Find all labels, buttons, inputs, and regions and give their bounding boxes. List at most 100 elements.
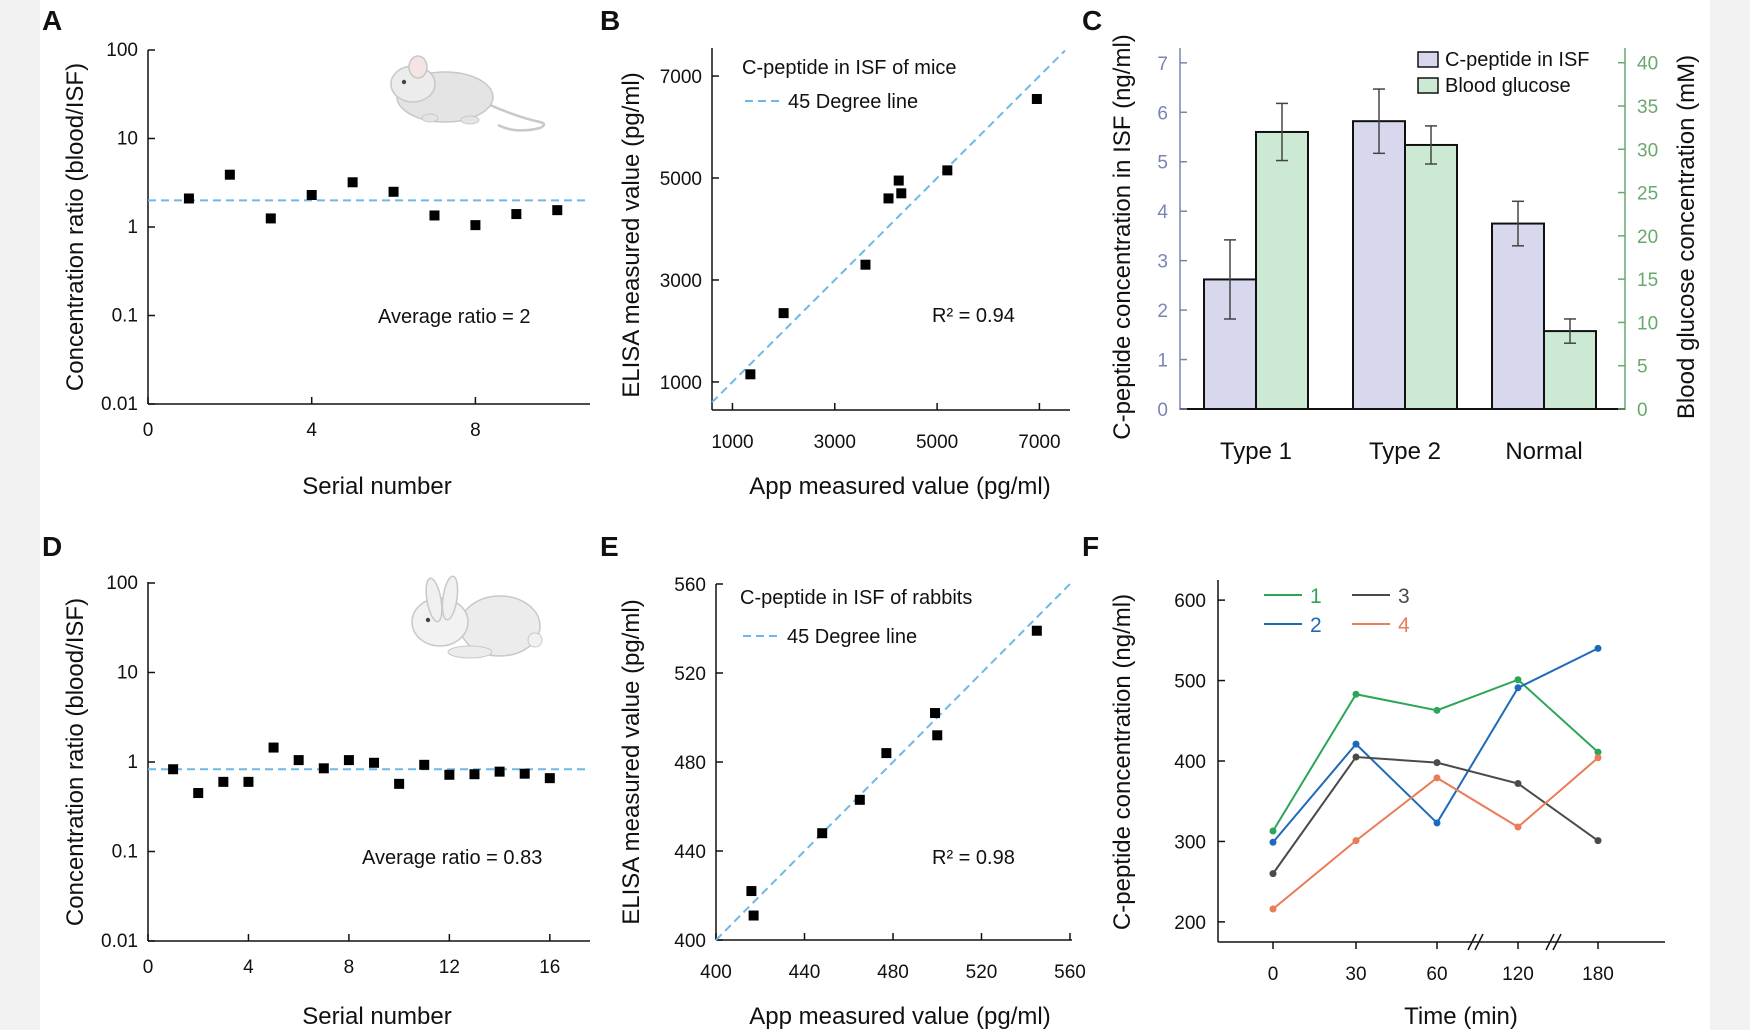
category-label: Normal (1505, 438, 1582, 465)
data-point (544, 773, 555, 784)
data-point (388, 186, 399, 197)
series-point (1594, 754, 1602, 762)
x-tick-label: 400 (700, 962, 732, 983)
x-tick-label: 0 (143, 957, 154, 978)
y-axis-label: ELISA measured value (pg/ml) (618, 72, 645, 398)
x-tick-label: 4 (243, 957, 254, 978)
y-tick-label-left: 4 (1157, 202, 1168, 223)
panel-label-e: E (600, 531, 619, 562)
series-point (1514, 684, 1522, 692)
y-tick-label: 100 (106, 573, 138, 594)
y-tick-label-left: 1 (1157, 351, 1168, 372)
data-point (469, 769, 480, 780)
data-point (745, 369, 756, 380)
panel-label-b: B (600, 5, 620, 36)
data-point (193, 788, 204, 799)
data-point (883, 193, 894, 204)
data-point (746, 886, 757, 897)
x-tick-label: 480 (877, 962, 909, 983)
y-tick-label: 100 (106, 40, 138, 61)
y-tick-label: 300 (1174, 832, 1206, 853)
panel-e: E 400 440 480 520 560 400 440 480 520 560 C-pept… (600, 531, 1086, 1030)
average-ratio-annotation: Average ratio = 0.83 (362, 847, 542, 869)
y-tick-label: 520 (674, 664, 706, 685)
panel-b: B 1000 3000 5000 7000 1000 3000 5000 7000 C-pe… (600, 5, 1070, 500)
y-tick-label: 1 (127, 217, 138, 238)
y-tick-label-left: 3 (1157, 252, 1168, 273)
y-tick-label: 440 (674, 842, 706, 863)
y-tick-label-right: 15 (1637, 270, 1658, 291)
y-axis-label-left: C-peptide concentration in ISF (ng/ml) (1109, 34, 1136, 440)
r-squared-annotation: R² = 0.98 (932, 847, 1015, 869)
data-point (369, 757, 380, 768)
y-tick-label: 480 (674, 753, 706, 774)
data-point (893, 175, 904, 186)
x-tick-label: 0 (1268, 964, 1279, 985)
y-axis-label-right: Blood glucose concentration (mM) (1673, 55, 1700, 419)
y-tick-label-right: 40 (1637, 54, 1658, 75)
data-point (778, 308, 789, 319)
series-point (1514, 780, 1522, 788)
x-tick-label: 120 (1502, 964, 1534, 985)
data-point (347, 177, 358, 188)
data-point (318, 763, 329, 774)
series-point (1594, 644, 1602, 652)
axis-break-marks (1467, 933, 1562, 951)
x-tick-label: 5000 (916, 432, 958, 453)
y-axis-label: C-peptide concentration (ng/ml) (1109, 594, 1136, 930)
data-point (942, 165, 953, 176)
data-point (854, 794, 865, 805)
chart-title: C-peptide in ISF of rabbits (740, 587, 972, 609)
series-point (1352, 740, 1360, 748)
y-tick-label: 3000 (660, 271, 702, 292)
y-tick-label-right: 0 (1637, 400, 1648, 421)
series-point (1352, 690, 1360, 698)
data-point (265, 213, 276, 224)
series-point (1352, 837, 1360, 845)
data-point (1031, 93, 1042, 104)
x-tick-label: 12 (439, 957, 460, 978)
average-ratio-annotation: Average ratio = 2 (378, 306, 531, 328)
x-axis-label: App measured value (pg/ml) (749, 473, 1050, 500)
data-point (306, 189, 317, 200)
series-point (1269, 838, 1277, 846)
y-tick-label-right: 30 (1637, 140, 1658, 161)
legend-label: 2 (1310, 614, 1322, 637)
bar (1543, 330, 1597, 410)
y-tick-label-left: 0 (1157, 400, 1168, 421)
y-axis-label: Concentration ratio (blood/ISF) (62, 598, 89, 926)
legend-swatch-glucose (1417, 77, 1439, 94)
y-tick-label: 0.1 (112, 306, 138, 327)
data-point (470, 220, 481, 231)
x-tick-label: 520 (966, 962, 998, 983)
data-point (224, 169, 235, 180)
data-point (168, 764, 179, 775)
category-label: Type 2 (1369, 438, 1441, 465)
y-tick-label-right: 5 (1637, 357, 1648, 378)
legend-swatch-cpeptide (1417, 51, 1439, 68)
data-point (419, 759, 430, 770)
axis-lines (711, 48, 1070, 411)
series-point (1433, 759, 1441, 767)
data-point (444, 769, 455, 780)
category-label: Type 1 (1220, 438, 1292, 465)
legend-label: 45 Degree line (788, 91, 918, 113)
y-tick-label-right: 25 (1637, 184, 1658, 205)
degree-45-line (711, 49, 1066, 404)
data-point (817, 828, 828, 839)
panel-a: A 0.01 0.1 1 10 100 0 4 8 Average ratio = 2 Se… (42, 5, 590, 500)
data-point (511, 209, 522, 220)
legend-label: 45 Degree line (787, 626, 917, 648)
y-axis-label: ELISA measured value (pg/ml) (618, 599, 645, 925)
series-point (1269, 870, 1277, 878)
y-tick-label-left: 5 (1157, 153, 1168, 174)
y-tick-label: 7000 (660, 67, 702, 88)
bar (1491, 222, 1545, 410)
series-point (1269, 905, 1277, 913)
series-point (1433, 774, 1441, 782)
x-axis-label: Serial number (302, 473, 451, 500)
series-point (1514, 676, 1522, 684)
series-point (1594, 837, 1602, 845)
x-tick-label: 1000 (711, 432, 753, 453)
series-point (1352, 753, 1360, 761)
